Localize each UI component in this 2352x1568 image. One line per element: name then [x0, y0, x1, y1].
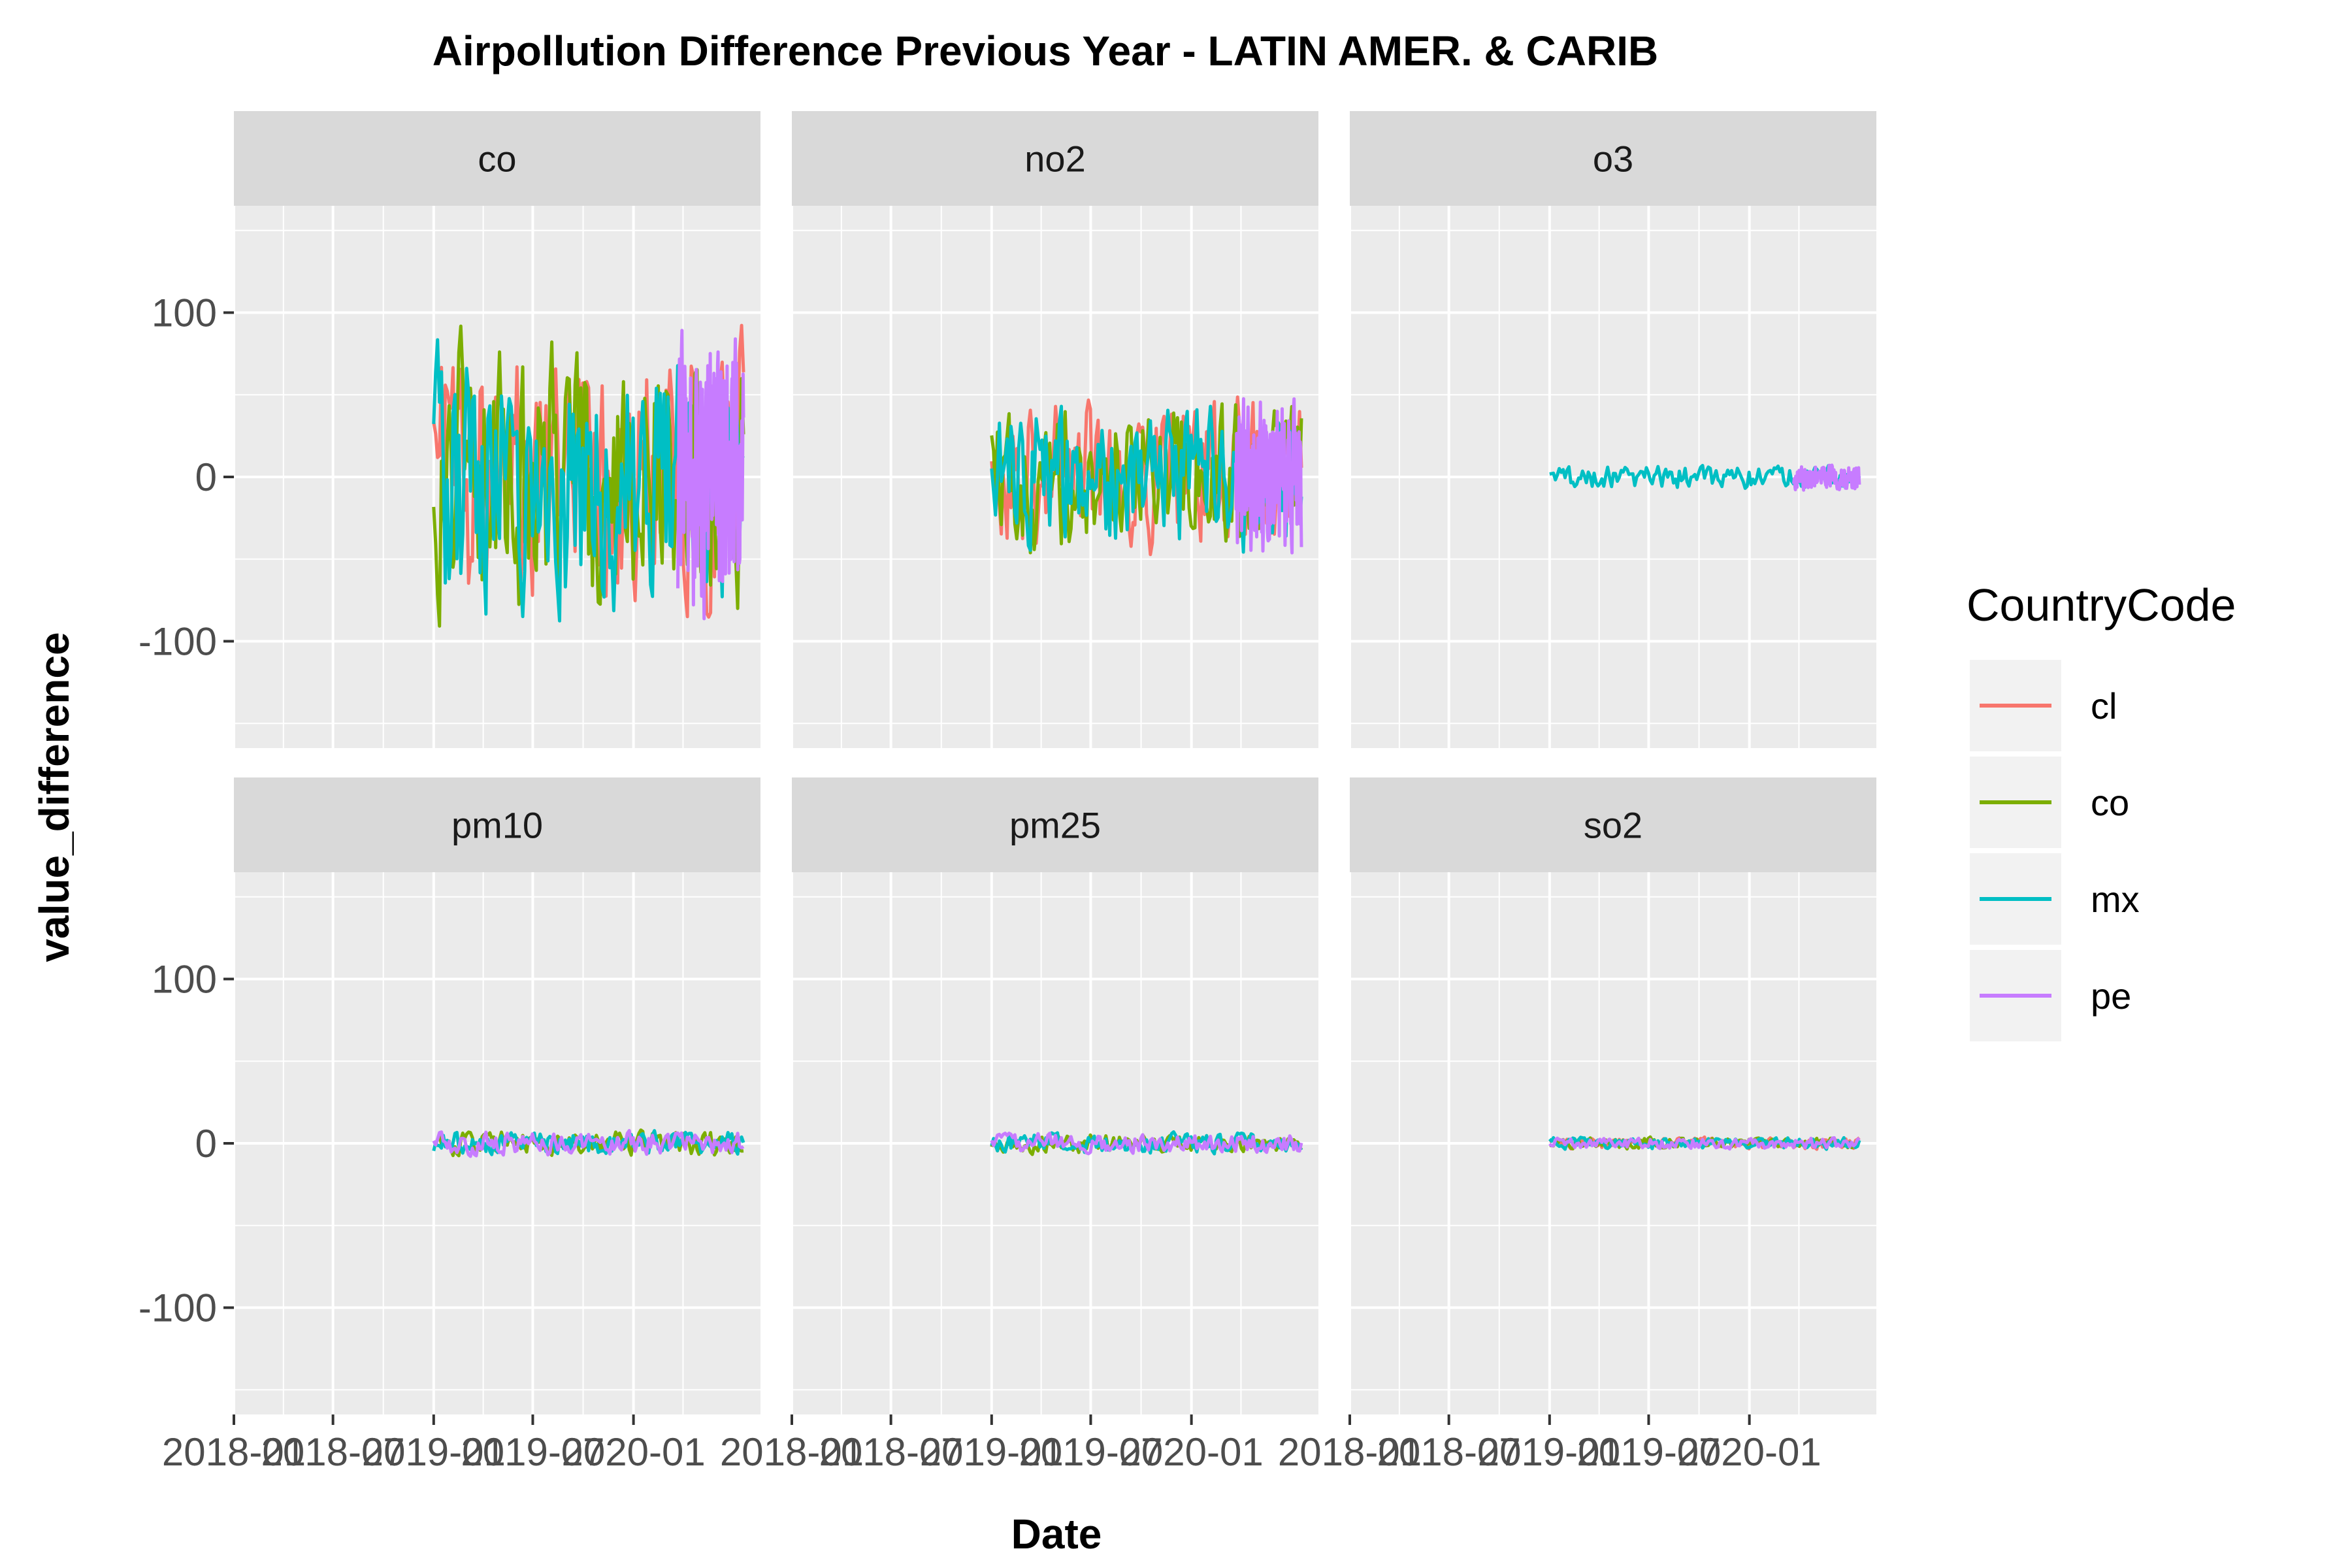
- series-line-pe: [676, 329, 745, 621]
- x-tick-label: 2019-01: [920, 1430, 1064, 1474]
- x-axis-title: Date: [1011, 1511, 1102, 1558]
- facet-strip: [1350, 111, 1876, 206]
- chart-title: Airpollution Difference Previous Year - …: [433, 27, 1658, 74]
- facet-strip-label: pm10: [451, 805, 543, 846]
- series-line-pe: [1792, 463, 1861, 492]
- x-tick-label: 2018-07: [819, 1430, 963, 1474]
- facet-strip-label: co: [478, 139, 516, 180]
- x-tick-label: 2020-01: [1678, 1430, 1821, 1474]
- facet-strip-label: pm25: [1009, 805, 1101, 846]
- x-tick-label: 2019-01: [362, 1430, 506, 1474]
- series-line-mx: [432, 1129, 745, 1156]
- legend-label: co: [2091, 782, 2129, 823]
- series-line-pe: [432, 1129, 745, 1158]
- x-tick-label: 2018-07: [1377, 1430, 1521, 1474]
- series-lines: [1548, 1135, 1861, 1151]
- y-axis: -100 0 100: [139, 957, 234, 1330]
- facet-co: co: [233, 111, 760, 748]
- series-lines: [432, 323, 745, 628]
- x-tick-label: 2019-01: [1478, 1430, 1622, 1474]
- legend: CountryCode cl co mx pe: [1967, 580, 2236, 1041]
- legend-item-cl: cl: [1970, 660, 2117, 751]
- series-line-pe: [990, 1132, 1303, 1156]
- y-tick-label: 100: [152, 957, 217, 1001]
- facet-strip: [234, 111, 760, 206]
- y-tick-label: -100: [139, 1286, 217, 1330]
- facet-panels: co no2 o3 pm10 pm25 so2: [233, 111, 1876, 1414]
- x-tick-label: 2019-07: [1019, 1430, 1162, 1474]
- facet-strip-label: o3: [1593, 139, 1633, 180]
- facet-strip: [234, 777, 760, 872]
- legend-item-pe: pe: [1970, 950, 2131, 1041]
- y-tick-label: -100: [139, 620, 217, 664]
- y-axis-title: value_difference: [31, 632, 78, 962]
- series-line-pe: [1548, 1136, 1861, 1151]
- x-tick-label: 2019-07: [461, 1430, 604, 1474]
- gridlines: [1348, 206, 1876, 748]
- legend-title: CountryCode: [1967, 580, 2236, 630]
- legend-item-mx: mx: [1970, 853, 2140, 945]
- series-line-pe: [1234, 397, 1303, 555]
- y-tick-label: 100: [152, 291, 217, 335]
- facet-strip: [792, 777, 1318, 872]
- facet-so2: so2: [1348, 777, 1876, 1414]
- x-tick-label: 2018-07: [261, 1430, 405, 1474]
- series-lines: [432, 1128, 745, 1158]
- facet-strip-label: no2: [1024, 139, 1085, 180]
- series-lines: [990, 1130, 1303, 1156]
- x-tick-label: 2019-07: [1576, 1430, 1720, 1474]
- series-lines: [1549, 463, 1861, 492]
- x-tick-label: 2018-01: [720, 1430, 864, 1474]
- legend-label: mx: [2091, 879, 2140, 920]
- facet-strip-label: so2: [1584, 805, 1642, 846]
- legend-label: pe: [2091, 975, 2131, 1017]
- y-axis: -100 0 100: [139, 291, 234, 664]
- facet-pm10: pm10: [233, 777, 760, 1414]
- y-tick-label: 0: [195, 1122, 217, 1166]
- facet-strip: [1350, 777, 1876, 872]
- facet-strip: [792, 111, 1318, 206]
- x-tick-label: 2018-01: [162, 1430, 306, 1474]
- x-tick-label: 2018-01: [1278, 1430, 1422, 1474]
- legend-label: cl: [2091, 685, 2117, 727]
- series-lines: [990, 395, 1303, 557]
- y-tick-label: 0: [195, 455, 217, 499]
- y-axes: -100 0 100 -100 0 100: [139, 291, 234, 1330]
- x-tick-label: 2020-01: [1120, 1430, 1264, 1474]
- facet-no2: no2: [791, 111, 1318, 748]
- legend-item-co: co: [1970, 757, 2129, 848]
- facet-pm25: pm25: [791, 777, 1318, 1414]
- x-tick-label: 2020-01: [562, 1430, 706, 1474]
- facet-o3: o3: [1348, 111, 1876, 748]
